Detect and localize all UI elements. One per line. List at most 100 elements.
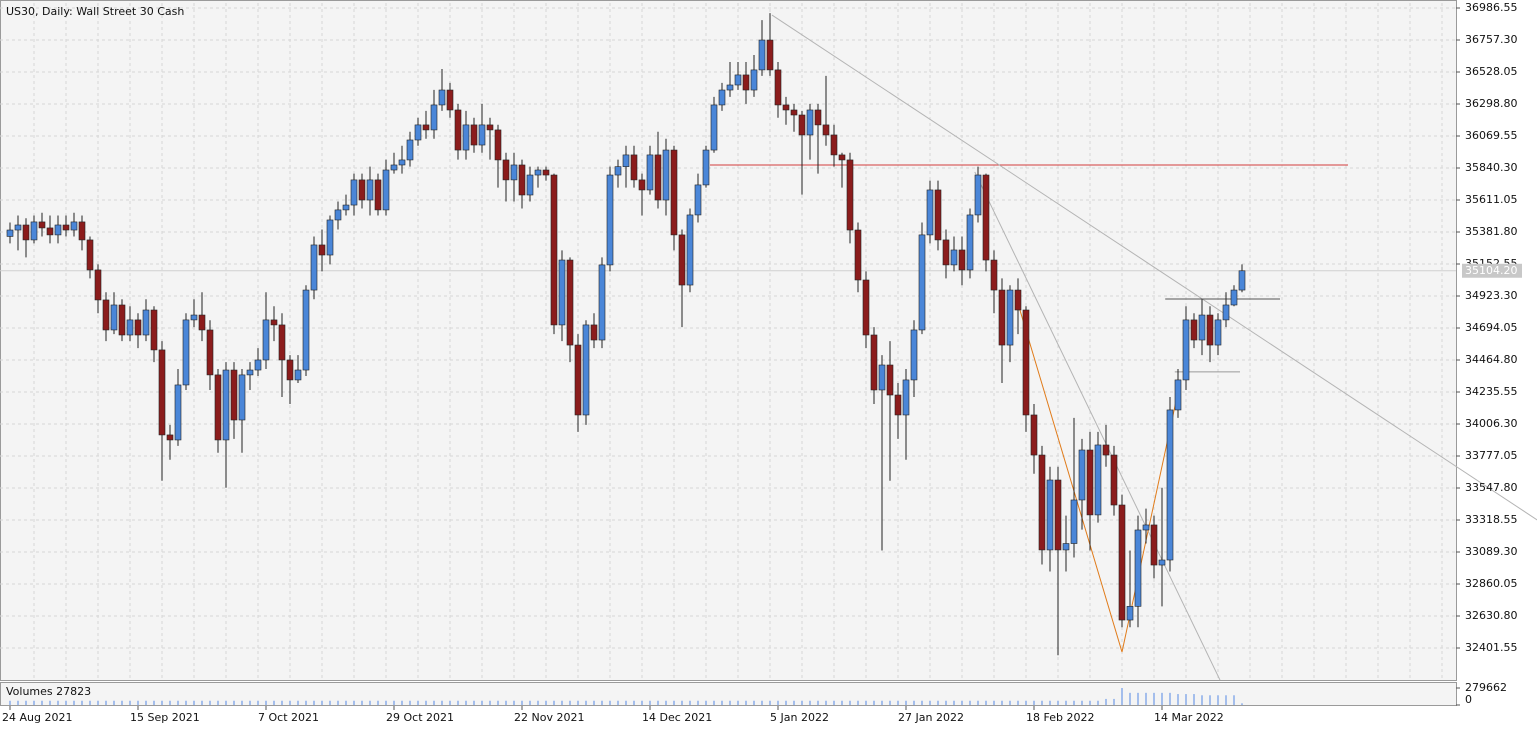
candle-body [942, 239, 950, 266]
candle-body [446, 89, 454, 111]
candle-body [1022, 309, 1030, 416]
candle-body [454, 109, 462, 151]
candle-body [478, 124, 486, 146]
candle-body [534, 169, 542, 176]
y-tick-label: 34923.30 [1465, 289, 1518, 302]
y-tick-label: 34006.30 [1465, 417, 1518, 430]
candle-body [510, 164, 518, 181]
candle-body [278, 324, 286, 361]
candle-body [838, 154, 846, 161]
candle-body [1118, 504, 1126, 621]
candle-body [526, 174, 534, 196]
y-tick-label: 32630.80 [1465, 609, 1518, 622]
y-tick-label: 33318.55 [1465, 513, 1518, 526]
candle-body [494, 129, 502, 161]
x-tick-label: 14 Dec 2021 [642, 711, 712, 724]
candle-body [782, 104, 790, 111]
candle-body [822, 124, 830, 136]
x-tick-label: 7 Oct 2021 [258, 711, 319, 724]
candle-body [726, 84, 734, 91]
volume-tick-label: 279662 [1465, 681, 1507, 694]
y-tick-label: 34235.55 [1465, 385, 1518, 398]
candle-body [78, 221, 86, 241]
candle-body [678, 234, 686, 286]
x-tick-label: 14 Mar 2022 [1154, 711, 1224, 724]
candle-body [230, 369, 238, 421]
drawn-line [974, 171, 1221, 681]
candle-body [22, 224, 30, 241]
candle-body [102, 299, 110, 331]
candle-body [382, 169, 390, 211]
candle-body [1054, 479, 1062, 551]
candle-body [142, 309, 150, 336]
candle-body [310, 244, 318, 291]
candle-body [462, 124, 470, 151]
y-tick-label: 36298.80 [1465, 97, 1518, 110]
candle-body [1230, 289, 1238, 306]
x-tick-label: 24 Aug 2021 [2, 711, 72, 724]
candle-body [630, 154, 638, 181]
candle-body [1214, 319, 1222, 346]
candle-body [414, 124, 422, 141]
candle-body [1126, 606, 1134, 621]
candle-body [966, 214, 974, 271]
candle-body [438, 89, 446, 106]
candle-body [126, 319, 134, 336]
candle-body [902, 379, 910, 416]
candle-body [766, 39, 774, 71]
x-tick-label: 18 Feb 2022 [1026, 711, 1094, 724]
candle-body [814, 109, 822, 126]
candle-body [94, 269, 102, 301]
grid [0, 3, 1456, 680]
candle-body [406, 139, 414, 161]
candle-body [326, 219, 334, 256]
candle-body [862, 279, 870, 336]
candle-body [598, 264, 606, 341]
candle-body [1070, 499, 1078, 544]
candle-body [1062, 543, 1070, 551]
current-price-box [1462, 263, 1522, 278]
candle-body [550, 174, 558, 326]
candle-body [1030, 414, 1038, 456]
candle-body [110, 304, 118, 331]
candle-body [1198, 314, 1206, 341]
y-tick-label: 32401.55 [1465, 641, 1518, 654]
candle-body [1094, 444, 1102, 516]
chart-title: US30, Daily: Wall Street 30 Cash [6, 5, 184, 18]
candle-body [662, 149, 670, 201]
candle-body [638, 179, 646, 191]
drawn-line [1015, 296, 1179, 653]
candle-body [502, 159, 510, 181]
candle-body [430, 104, 438, 131]
candle-body [158, 349, 166, 436]
candle-body [686, 214, 694, 286]
candle-body [622, 154, 630, 167]
candle-body [518, 164, 526, 196]
candle-body [206, 329, 214, 376]
candle-body [294, 369, 302, 381]
candle-body [470, 124, 478, 146]
candle-body [774, 69, 782, 106]
candle-body [982, 174, 990, 261]
candle-body [1206, 314, 1214, 346]
candle-body [742, 74, 750, 91]
candle-body [886, 364, 894, 396]
candle-body [974, 174, 982, 216]
candle-body [38, 221, 46, 229]
candle-body [702, 149, 710, 186]
candle-body [758, 39, 766, 71]
candle-body [806, 109, 814, 136]
candle-body [238, 374, 246, 421]
volume-title: Volumes 27823 [6, 685, 91, 698]
candle-body [334, 209, 342, 221]
candle-body [246, 369, 254, 376]
candle-body [1142, 524, 1150, 531]
volume-tick-label: 0 [1465, 693, 1472, 706]
candle-body [934, 189, 942, 241]
candle-body [6, 229, 14, 237]
candle-body [734, 74, 742, 86]
candle-body [1038, 454, 1046, 551]
candle-body [878, 364, 886, 391]
x-tick-label: 27 Jan 2022 [898, 711, 964, 724]
candle-body [1078, 449, 1086, 501]
